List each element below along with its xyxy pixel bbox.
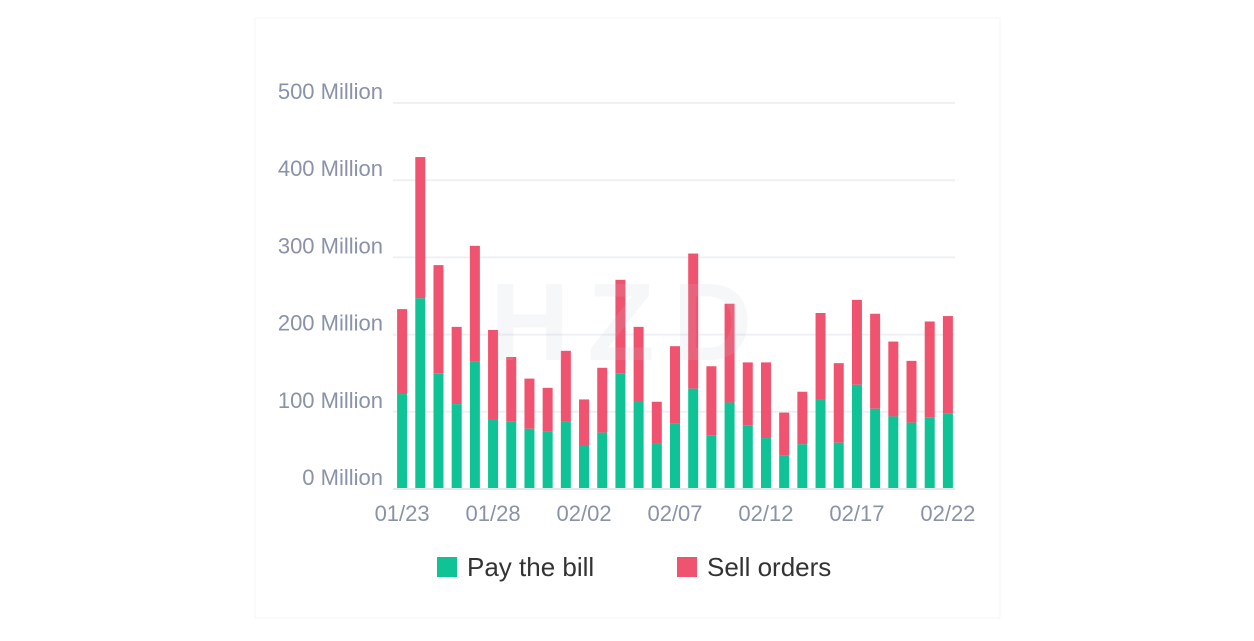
x-tick-label: 02/02 — [557, 501, 612, 526]
hzd-watermark: HZD — [490, 261, 770, 384]
bar-sell-orders — [942, 316, 953, 414]
y-tick-label: 100 Million — [278, 388, 383, 413]
bar-sell-orders — [924, 321, 935, 418]
bar-sell-orders — [870, 313, 881, 409]
bar-sell-orders — [651, 401, 662, 444]
bar-sell-orders — [815, 312, 826, 400]
legend-item-sell-orders: Sell orders — [677, 552, 831, 582]
bar-pay-the-bill — [670, 423, 680, 489]
bar-pay-the-bill — [524, 428, 535, 489]
bar-pay-the-bill — [579, 444, 590, 489]
bar-sell-orders — [833, 363, 844, 443]
bar-pay-the-bill — [742, 425, 753, 489]
bar-pay-the-bill — [706, 435, 717, 489]
bar-pay-the-bill — [870, 408, 881, 489]
bar-pay-the-bill — [469, 361, 480, 489]
bar-pay-the-bill — [397, 394, 408, 489]
bar-sell-orders — [706, 366, 717, 436]
bar-sell-orders — [906, 360, 917, 423]
bar-sell-orders — [469, 245, 480, 362]
bar-sell-orders — [670, 346, 680, 424]
legend-item-pay-the-bill: Pay the bill — [437, 552, 594, 582]
x-tick-label: 02/07 — [647, 501, 702, 526]
bar-sell-orders — [760, 362, 771, 439]
y-tick-label: 400 Million — [278, 156, 383, 181]
bar-sell-orders — [779, 412, 790, 456]
bar-pay-the-bill — [815, 399, 826, 489]
bar-pay-the-bill — [415, 298, 426, 489]
bar-pay-the-bill — [851, 384, 862, 489]
legend-swatch — [677, 557, 697, 577]
bar-sell-orders — [524, 378, 535, 429]
bar-pay-the-bill — [597, 432, 608, 489]
x-axis-tick-labels: 01/23 01/28 02/02 02/07 02/12 02/17 02/22 — [375, 501, 976, 526]
y-tick-label: 0 Million — [302, 465, 383, 490]
bar-sell-orders — [397, 309, 408, 395]
bar-pay-the-bill — [651, 443, 662, 489]
bar-sell-orders — [597, 367, 608, 433]
bar-sell-orders — [433, 265, 444, 374]
bar-pay-the-bill — [688, 388, 699, 489]
bar-pay-the-bill — [633, 400, 644, 489]
bar-pay-the-bill — [942, 413, 953, 489]
bar-pay-the-bill — [833, 442, 844, 489]
bar-pay-the-bill — [451, 404, 462, 489]
bar-pay-the-bill — [433, 373, 444, 489]
bar-sell-orders — [742, 362, 753, 426]
bar-sell-orders — [415, 157, 426, 299]
legend: Pay the bill Sell orders — [437, 552, 831, 582]
bar-pay-the-bill — [506, 421, 517, 489]
bar-pay-the-bill — [924, 417, 935, 489]
bar-sell-orders — [797, 391, 808, 445]
bar-pay-the-bill — [797, 444, 808, 489]
bar-pay-the-bill — [724, 402, 735, 489]
x-tick-label: 02/22 — [920, 501, 975, 526]
bar-pay-the-bill — [560, 421, 571, 489]
x-tick-label: 01/23 — [375, 501, 430, 526]
x-tick-label: 02/17 — [829, 501, 884, 526]
legend-swatch — [437, 557, 457, 577]
bar-sell-orders — [633, 326, 644, 401]
bar-pay-the-bill — [760, 438, 771, 489]
bar-sell-orders — [506, 356, 517, 422]
bar-sell-orders — [688, 253, 699, 389]
bar-sell-orders — [560, 350, 571, 422]
x-tick-label: 01/28 — [466, 501, 521, 526]
y-tick-label: 200 Million — [278, 311, 383, 336]
bar-sell-orders — [888, 341, 899, 417]
bar-sell-orders — [579, 399, 590, 445]
bar-sell-orders — [724, 303, 735, 403]
legend-label: Pay the bill — [467, 552, 594, 582]
bar-pay-the-bill — [488, 419, 499, 489]
bar-sell-orders — [615, 279, 626, 374]
legend-label: Sell orders — [707, 552, 831, 582]
bar-pay-the-bill — [888, 416, 899, 489]
bar-pay-the-bill — [779, 455, 790, 489]
bars — [397, 157, 953, 489]
bar-pay-the-bill — [615, 373, 626, 489]
bar-sell-orders — [542, 387, 553, 432]
bar-pay-the-bill — [542, 431, 553, 489]
bar-sell-orders — [488, 329, 499, 420]
y-axis-tick-labels: 0 Million 100 Million 200 Million 300 Milli… — [278, 79, 383, 490]
x-tick-label: 02/12 — [738, 501, 793, 526]
bar-sell-orders — [451, 326, 462, 405]
bar-pay-the-bill — [906, 422, 917, 489]
bar-sell-orders — [851, 299, 862, 385]
y-tick-label: 300 Million — [278, 233, 383, 258]
y-tick-label: 500 Million — [278, 79, 383, 104]
